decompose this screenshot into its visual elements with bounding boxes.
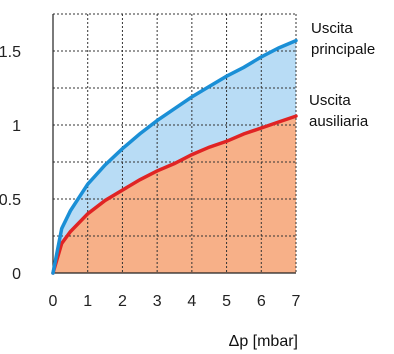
ausiliaria-area-fill xyxy=(53,116,296,273)
series-line-ausiliaria xyxy=(51,114,298,275)
x-tick-label: 5 xyxy=(222,293,231,310)
y-tick-label: 0.5 xyxy=(0,192,21,209)
x-tick-label: 7 xyxy=(292,293,301,310)
series-label-ausiliaria-1: Uscita xyxy=(309,92,351,109)
y-tick-label: 1 xyxy=(12,118,21,135)
x-tick-label: 2 xyxy=(118,293,127,310)
x-tick-label: 1 xyxy=(83,293,92,310)
y-tick-label: 1.5 xyxy=(0,44,21,61)
x-tick-label: 6 xyxy=(257,293,266,310)
principale-area-fill xyxy=(53,40,296,273)
x-axis-title: Δp [mbar] xyxy=(229,333,298,350)
series-label-principale-2: principale xyxy=(311,41,375,58)
series-lines xyxy=(51,38,298,275)
x-tick-label: 3 xyxy=(153,293,162,310)
series-line-principale xyxy=(51,38,298,275)
tick-labels: 0 1 2 3 4 5 6 7 0 0.5 1 1.5 xyxy=(0,44,301,310)
y-tick-label: 0 xyxy=(12,266,21,283)
x-tick-label: 0 xyxy=(49,293,58,310)
area-fills xyxy=(53,40,296,273)
x-tick-label: 4 xyxy=(187,293,196,310)
series-label-ausiliaria-2: ausiliaria xyxy=(309,113,369,130)
grid-lines xyxy=(52,13,297,274)
series-label-principale-1: Uscita xyxy=(311,20,353,37)
